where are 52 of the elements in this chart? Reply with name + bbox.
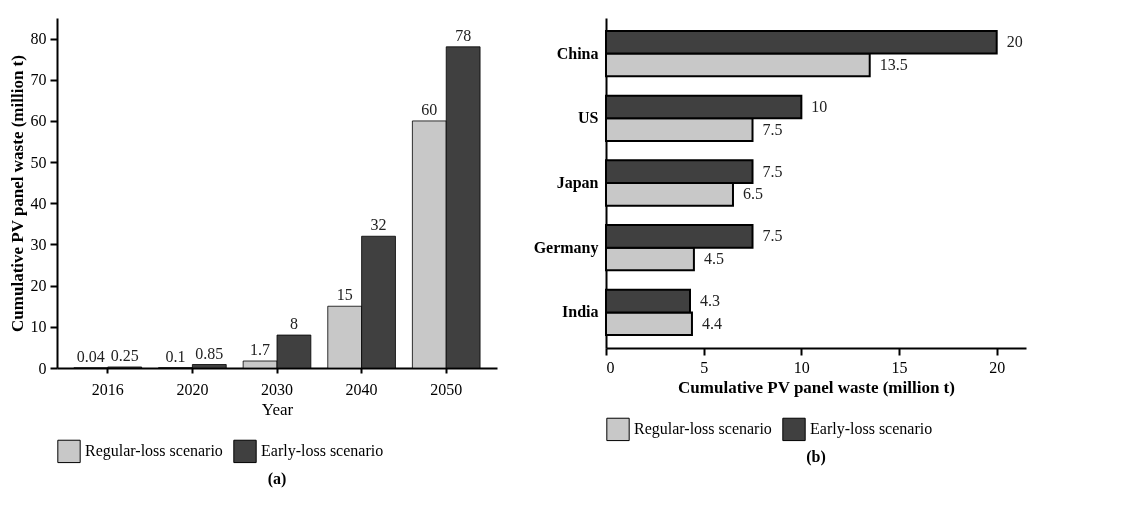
data-label: 8 [289,315,298,333]
y-tick-label: 10 [30,318,47,336]
x-tick-label: 2040 [345,380,378,398]
data-label: 0.25 [110,346,139,364]
y-tick-label: 20 [30,277,47,295]
x-tick-label: 5 [700,358,709,376]
x-tick-label: 15 [891,358,908,376]
data-label: 0.04 [76,347,105,365]
data-label: 0.1 [165,347,186,365]
y-tick-label: 30 [30,235,47,253]
y-tick-label: India [562,303,599,321]
data-label: 78 [455,26,472,44]
x-tick-label: 20 [989,358,1006,376]
legend-label: Regular-loss scenario [634,420,772,439]
data-label: 7.5 [762,162,783,180]
x-tick-label: 0 [606,358,615,376]
y-tick-label: 70 [30,71,47,89]
text: (b) [806,448,826,466]
data-label: 0.85 [195,344,224,362]
y-tick-label: US [578,109,599,127]
x-tick-label: 10 [793,358,810,376]
y-axis-title: Cumulative PV panel waste (million t) [7,55,27,332]
x-tick-label: 2016 [91,380,124,398]
data-label: 7.5 [762,227,783,245]
data-label: 20 [1006,33,1023,51]
x-tick-label: 2050 [430,380,463,398]
y-tick-label: 80 [30,30,47,48]
legend-label: Early-loss scenario [810,420,933,439]
data-label: 15 [336,286,353,304]
y-tick-label: 50 [30,153,47,171]
x-axis-title: Cumulative PV panel waste (million t) [678,377,955,397]
x-tick-label: 2030 [261,380,293,398]
legend-label: Early-loss scenario [261,442,384,461]
data-label: 4.4 [701,314,722,332]
y-tick-label: Germany [533,238,599,257]
legend-label: Regular-loss scenario [85,442,223,461]
y-tick-label: 60 [30,112,47,130]
y-tick-label: Japan [556,174,599,192]
x-tick-label: 2020 [176,380,209,398]
data-label: 4.5 [703,250,724,268]
data-label: 10 [811,97,828,115]
y-tick-label: China [556,44,599,62]
y-tick-label: 40 [30,194,47,212]
data-label: 7.5 [762,120,783,138]
text: (a) [267,470,287,488]
data-label: 4.3 [700,292,720,310]
x-axis-title: Year [261,399,294,419]
data-label: 1.7 [250,341,271,358]
data-label: 6.5 [742,185,763,203]
data-label: 32 [370,216,387,234]
data-label: 60 [421,100,438,118]
data-label: 13.5 [879,55,908,73]
